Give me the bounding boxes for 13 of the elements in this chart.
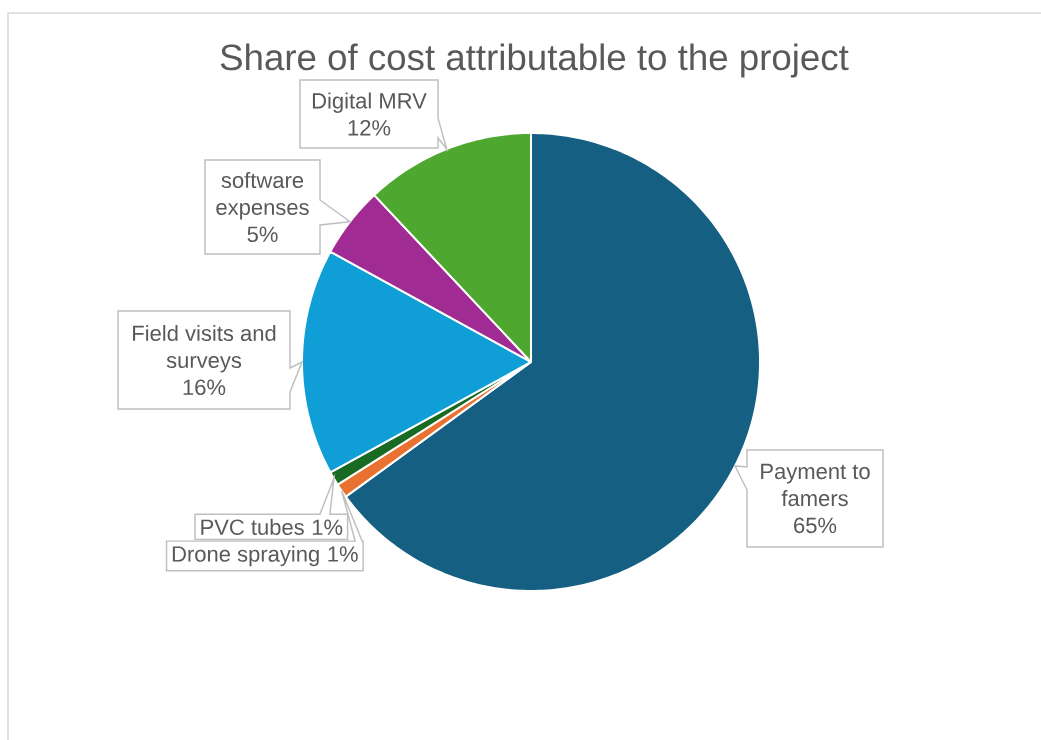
- slice-label: Digital MRV: [312, 92, 427, 113]
- slice-label: PVC tubes: [201, 518, 304, 535]
- data-label: 5%: [247, 226, 278, 243]
- data-label: 1%: [312, 519, 343, 535]
- slice-label: Drone spraying: [172, 545, 319, 567]
- slice-label: Payment to famers: [761, 463, 870, 507]
- data-label: 1%: [328, 546, 358, 562]
- data-label: 12%: [348, 120, 391, 136]
- slice-label: Field visits and surveys: [133, 324, 276, 373]
- data-label: 65%: [794, 517, 837, 534]
- data-label: 16%: [183, 379, 226, 396]
- chart-title: Share of cost attributable to the project: [220, 43, 849, 78]
- slice-label: software expenses: [216, 171, 309, 220]
